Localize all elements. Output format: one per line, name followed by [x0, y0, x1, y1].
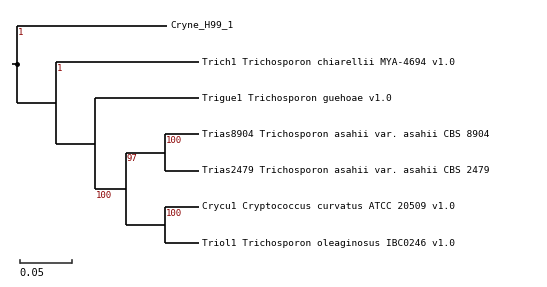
Text: 97: 97: [127, 154, 137, 163]
Text: 0.05: 0.05: [20, 268, 45, 278]
Text: Trias8904 Trichosporon asahii var. asahii CBS 8904: Trias8904 Trichosporon asahii var. asahi…: [202, 130, 489, 139]
Text: Crycu1 Cryptococcus curvatus ATCC 20509 v1.0: Crycu1 Cryptococcus curvatus ATCC 20509 …: [202, 202, 455, 211]
Text: Trich1 Trichosporon chiarellii MYA-4694 v1.0: Trich1 Trichosporon chiarellii MYA-4694 …: [202, 58, 455, 67]
Text: Cryne_H99_1: Cryne_H99_1: [171, 21, 234, 30]
Text: 1: 1: [18, 28, 23, 37]
Text: 100: 100: [166, 209, 183, 218]
Text: Trigue1 Trichosporon guehoae v1.0: Trigue1 Trichosporon guehoae v1.0: [202, 94, 392, 103]
Text: 100: 100: [166, 136, 183, 145]
Text: Trias2479 Trichosporon asahii var. asahii CBS 2479: Trias2479 Trichosporon asahii var. asahi…: [202, 166, 489, 175]
Text: 1: 1: [57, 64, 62, 73]
Text: 100: 100: [96, 191, 112, 199]
Text: Triol1 Trichosporon oleaginosus IBC0246 v1.0: Triol1 Trichosporon oleaginosus IBC0246 …: [202, 238, 455, 247]
